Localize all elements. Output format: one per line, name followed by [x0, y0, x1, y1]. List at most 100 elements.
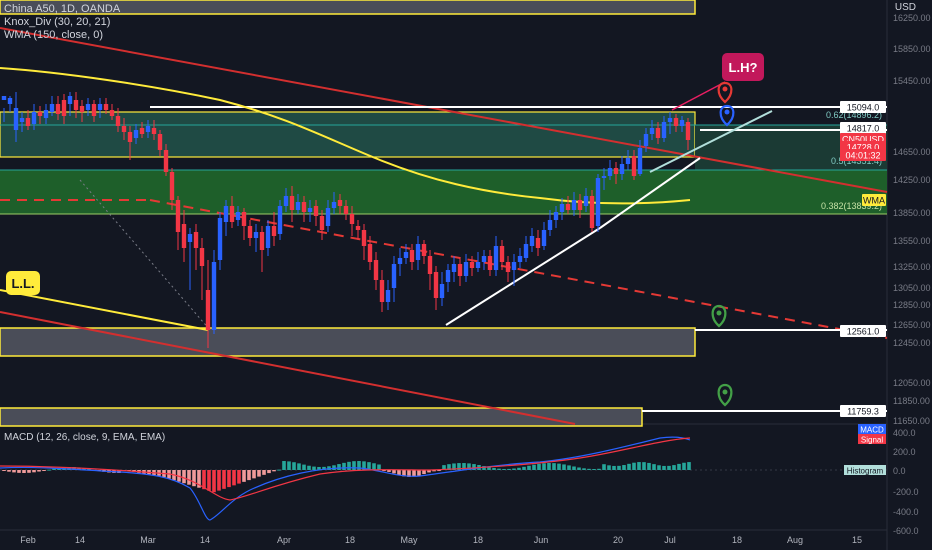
candle [91, 100, 97, 122]
red-trendline-lower[interactable] [0, 311, 576, 425]
lower-support-box[interactable] [0, 407, 643, 427]
candlesticks[interactable] [1, 92, 691, 348]
candle [673, 114, 679, 132]
resistance-box[interactable] [0, 0, 696, 15]
histogram-bar [207, 470, 211, 491]
candle [613, 162, 619, 184]
histogram-bar [467, 463, 471, 470]
lh-callout[interactable]: L.H? [722, 53, 764, 81]
histogram-bar [442, 465, 446, 470]
histogram-bar [407, 470, 411, 477]
fib-label: 0.382(13839.2) [821, 201, 882, 211]
time-tick: May [400, 535, 418, 545]
histogram-bar [322, 466, 326, 470]
candle [643, 128, 649, 152]
histogram-bar [32, 470, 36, 473]
rising-trendline[interactable] [445, 227, 601, 326]
histogram-bar [267, 470, 271, 474]
wma-indicator-legend[interactable]: WMA (150, close, 0) [4, 29, 104, 41]
price-label: 11759.3 [840, 405, 886, 417]
price-tick: 14250.00 [893, 175, 931, 185]
knox-div-indicator-legend[interactable]: Knox_Div (30, 20, 21) [4, 16, 111, 28]
macd-tick: -400.0 [893, 507, 919, 517]
histogram-bar [537, 463, 541, 470]
macd-legend[interactable]: MACD (12, 26, close, 9, EMA, EMA) [4, 432, 166, 443]
histogram-bar [497, 468, 501, 470]
green-location-marker-icon[interactable] [711, 304, 727, 328]
candle [85, 98, 91, 116]
histogram-bar [542, 463, 546, 470]
histogram-bar [687, 462, 691, 470]
candle [67, 92, 73, 116]
candle [235, 206, 241, 226]
svg-text:CN50USD: CN50USD [842, 135, 885, 145]
macd-tick: -600.0 [893, 526, 919, 536]
blue-location-marker-icon[interactable] [719, 104, 735, 127]
macd-tick: 400.0 [893, 428, 916, 438]
candle [103, 98, 109, 114]
macd-tick: 0.0 [893, 466, 906, 476]
time-tick: Mar [140, 535, 156, 545]
price-tick: 12050.00 [893, 378, 931, 388]
svg-text:Signal: Signal [861, 436, 883, 445]
symbol-title[interactable]: China A50, 1D, OANDA [4, 3, 121, 15]
histogram-bar [7, 470, 11, 472]
fib-zone-upper[interactable] [0, 111, 696, 158]
histogram-bar [347, 461, 351, 470]
time-tick: 14 [75, 535, 85, 545]
histogram-bar [652, 464, 656, 470]
svg-text:15094.0: 15094.0 [847, 103, 880, 113]
candle [157, 130, 163, 156]
candle [445, 264, 451, 292]
candle [121, 118, 127, 140]
histogram-bar [572, 466, 576, 470]
fib-zone-green[interactable] [0, 170, 887, 214]
time-tick: 15 [852, 535, 862, 545]
candle [229, 196, 235, 228]
histogram-bar [507, 468, 511, 470]
time-tick: 18 [732, 535, 742, 545]
candle [169, 168, 175, 210]
histogram-bar [637, 462, 641, 470]
candle [307, 200, 313, 222]
histogram-bar [292, 462, 296, 470]
candle [451, 256, 457, 282]
price-tick: 11850.00 [893, 396, 930, 406]
price-tick: 15850.00 [893, 44, 931, 54]
macd-axis: 400.0 200.0 0.0 -200.0 -400.0 -600.0 MACDSigna… [844, 424, 919, 536]
histogram-bar [217, 470, 221, 491]
histogram-bar [192, 470, 196, 487]
histogram-bar [512, 468, 516, 470]
histogram-bar [447, 464, 451, 470]
support-box[interactable] [0, 327, 696, 357]
candle [289, 186, 295, 222]
rising-trendline-ext[interactable] [649, 110, 773, 173]
histogram-bar [382, 470, 386, 472]
histogram-bar [342, 462, 346, 470]
candle [133, 124, 139, 144]
histogram-bar [472, 464, 476, 470]
price-axis[interactable]: 16250.00 15850.00 15450.00 14650.00 14250.00… [840, 13, 931, 426]
red-trendline-upper[interactable] [0, 27, 888, 193]
red-dashed-trendline[interactable] [149, 199, 888, 339]
ll-callout[interactable]: L.L. [6, 271, 40, 295]
histogram-bar [602, 464, 606, 470]
green-location-marker-2-icon[interactable] [717, 383, 733, 407]
candle [679, 116, 685, 132]
macd-tick: 200.0 [893, 447, 916, 457]
histogram-bar [232, 470, 236, 486]
candle [139, 122, 145, 138]
price-tick: 14650.00 [893, 147, 931, 157]
histogram-bar [397, 470, 401, 476]
lh-pointer-line [671, 81, 726, 111]
candle [163, 144, 169, 176]
candle [421, 240, 427, 264]
candle [427, 250, 433, 290]
histogram-bar [297, 463, 301, 470]
histogram-bar [622, 465, 626, 470]
time-axis[interactable]: Feb 14 Mar 14 Apr 18 May 18 Jun 20 Jul 18 Aug 15 [20, 535, 862, 545]
histogram-bar [27, 470, 31, 473]
ll-label: L.L. [11, 276, 34, 291]
red-location-marker-icon[interactable] [717, 81, 733, 104]
